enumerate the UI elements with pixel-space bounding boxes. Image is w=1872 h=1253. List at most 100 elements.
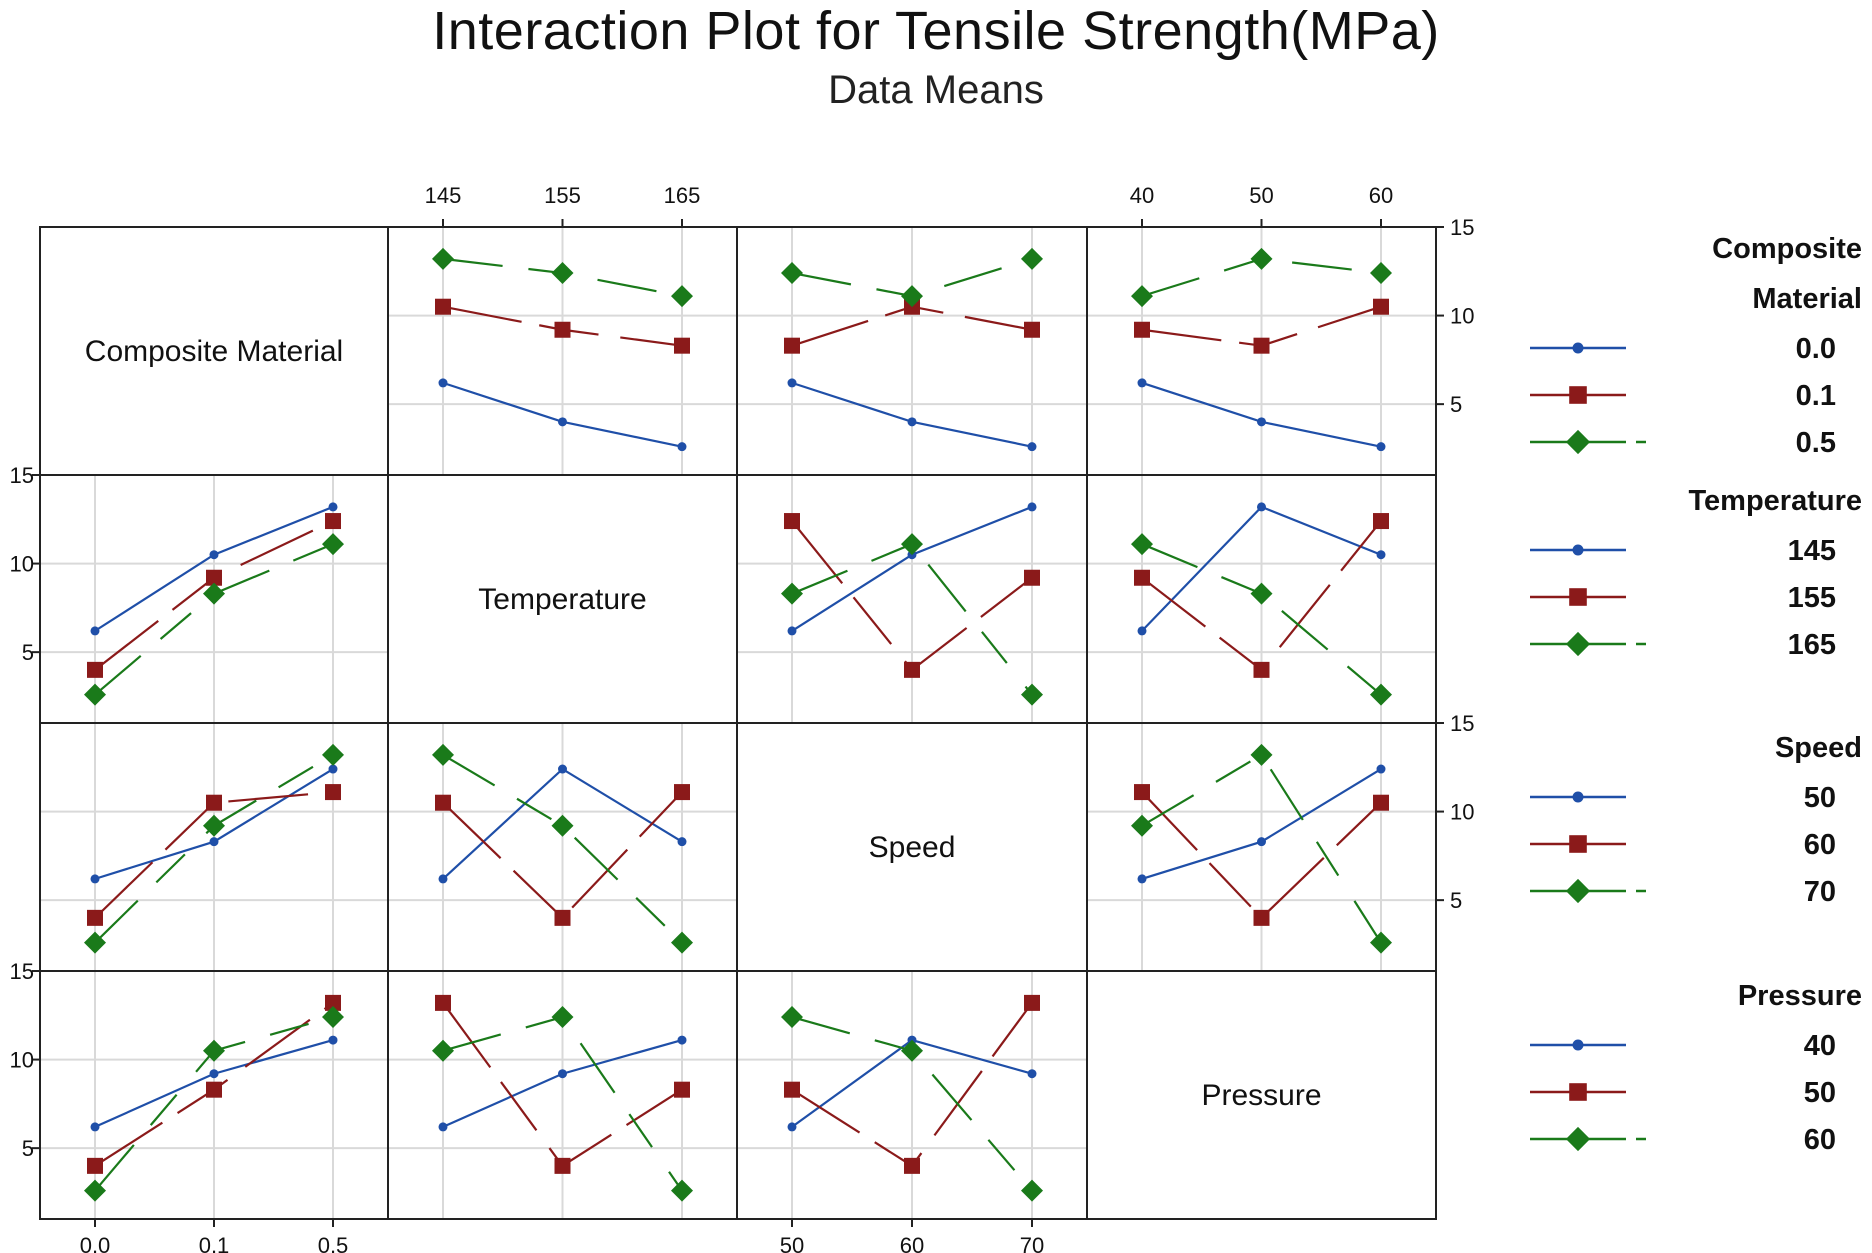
legend-label: 0.0 (1796, 333, 1836, 365)
data-point (1027, 1069, 1037, 1079)
data-point (1257, 837, 1266, 847)
x-tick-label: 70 (1020, 1233, 1044, 1253)
y-tick-label: 5 (1450, 888, 1462, 913)
data-point (87, 1157, 103, 1174)
data-point (1250, 247, 1273, 270)
data-point (1134, 569, 1150, 586)
data-point (322, 743, 344, 766)
data-point (203, 582, 225, 605)
data-point (1131, 285, 1153, 308)
data-point (209, 550, 219, 560)
data-point (1027, 502, 1037, 512)
data-point (781, 262, 803, 285)
diagonal-label-temperature: Temperature (478, 583, 646, 616)
y-tick-label: 10 (1450, 304, 1474, 329)
data-point (1373, 513, 1389, 530)
data-point (1131, 814, 1153, 837)
data-point (1373, 298, 1389, 315)
legend-marker (1569, 386, 1587, 404)
data-point (1370, 262, 1392, 285)
x-tick-label: 165 (664, 183, 701, 208)
x-tick-label: 0.1 (199, 1233, 230, 1253)
data-point (325, 994, 341, 1011)
data-point (1131, 533, 1153, 556)
data-point (677, 837, 687, 847)
data-point (674, 337, 690, 354)
series-line-c (791, 542, 1033, 696)
data-point (1134, 321, 1150, 338)
series-line-c (1141, 753, 1382, 944)
x-tick-label: 40 (1130, 183, 1154, 208)
data-point (1021, 247, 1043, 270)
data-point (328, 764, 338, 774)
legend-label: 40 (1804, 1030, 1836, 1062)
data-point (1137, 874, 1147, 884)
y-tick-label: 10 (1450, 800, 1474, 825)
data-point (671, 931, 693, 954)
legend-marker (1572, 544, 1584, 556)
data-point (901, 1039, 923, 1062)
x-tick-label: 0.5 (318, 1233, 349, 1253)
data-point (1027, 442, 1037, 452)
data-point (551, 814, 574, 837)
x-tick-label: 0.0 (80, 1233, 111, 1253)
data-point (1370, 931, 1392, 954)
data-point (1250, 582, 1273, 605)
data-point (554, 321, 571, 338)
legend-label: 70 (1804, 876, 1836, 908)
data-point (674, 1081, 690, 1098)
data-point (1253, 661, 1270, 678)
data-point (90, 874, 100, 884)
legend-label: 60 (1804, 1124, 1836, 1156)
y-tick-label: 5 (1450, 392, 1462, 417)
data-point (671, 1179, 693, 1202)
y-tick-label: 15 (10, 959, 34, 984)
legend-title-composite-material: Material (1752, 283, 1862, 315)
data-point (328, 1035, 338, 1045)
data-point (325, 784, 341, 801)
data-point (435, 994, 451, 1011)
data-point (209, 837, 219, 847)
data-point (781, 582, 803, 605)
data-point (554, 1157, 571, 1174)
data-point (787, 626, 797, 636)
legend-marker (1572, 342, 1584, 354)
legend-label: 165 (1788, 629, 1836, 661)
legend-marker (1572, 791, 1584, 803)
data-point (206, 794, 222, 811)
y-tick-label: 15 (1450, 711, 1474, 736)
data-point (677, 442, 687, 452)
legend-title-temperature: Temperature (1688, 485, 1862, 517)
data-point (322, 1006, 344, 1029)
data-point (1376, 764, 1386, 774)
data-point (438, 874, 448, 884)
series-line-c (442, 753, 683, 944)
data-point (1024, 994, 1040, 1011)
data-point (781, 1006, 803, 1029)
y-tick-label: 10 (10, 1048, 34, 1073)
series-line-b (1141, 791, 1382, 920)
data-point (1021, 683, 1043, 706)
legend-label: 145 (1788, 535, 1836, 567)
data-point (1253, 909, 1270, 926)
data-point (551, 1006, 574, 1029)
x-tick-label: 50 (780, 1233, 804, 1253)
data-point (209, 1069, 219, 1079)
legend-marker (1565, 631, 1591, 657)
series-line-b (94, 790, 334, 919)
data-point (787, 1122, 797, 1132)
data-point (554, 909, 571, 926)
legend-marker (1569, 588, 1587, 606)
legend-title-speed: Speed (1775, 732, 1862, 764)
legend-label: 50 (1804, 782, 1836, 814)
data-point (551, 262, 574, 285)
data-point (904, 1157, 920, 1174)
data-point (1257, 417, 1266, 427)
data-point (1250, 743, 1273, 766)
data-point (438, 378, 448, 388)
legend-marker (1565, 878, 1591, 904)
chart-subtitle: Data Means (828, 68, 1044, 112)
data-point (1134, 784, 1150, 801)
chart-title: Interaction Plot for Tensile Strength(MP… (432, 1, 1440, 61)
